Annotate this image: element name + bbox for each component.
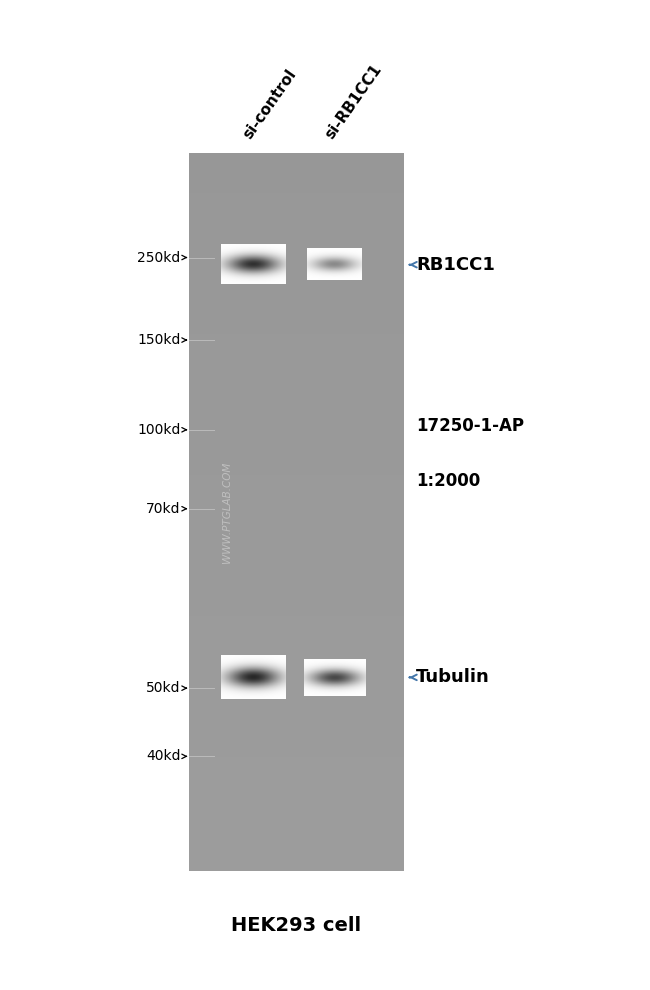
Text: 250kd: 250kd (137, 250, 181, 264)
Text: HEK293 cell: HEK293 cell (231, 916, 361, 936)
Text: 50kd: 50kd (146, 681, 181, 695)
Text: Tubulin: Tubulin (416, 668, 489, 686)
Text: 100kd: 100kd (137, 423, 181, 437)
Text: WWW.PTGLAB.COM: WWW.PTGLAB.COM (222, 461, 232, 563)
Text: RB1CC1: RB1CC1 (416, 255, 495, 273)
Text: 70kd: 70kd (146, 502, 181, 516)
Text: 17250-1-AP: 17250-1-AP (416, 417, 524, 436)
Text: si-RB1CC1: si-RB1CC1 (322, 61, 384, 142)
Text: 150kd: 150kd (137, 333, 181, 347)
Text: 1:2000: 1:2000 (416, 471, 480, 490)
Text: si-control: si-control (240, 66, 300, 142)
Text: 40kd: 40kd (146, 749, 181, 763)
